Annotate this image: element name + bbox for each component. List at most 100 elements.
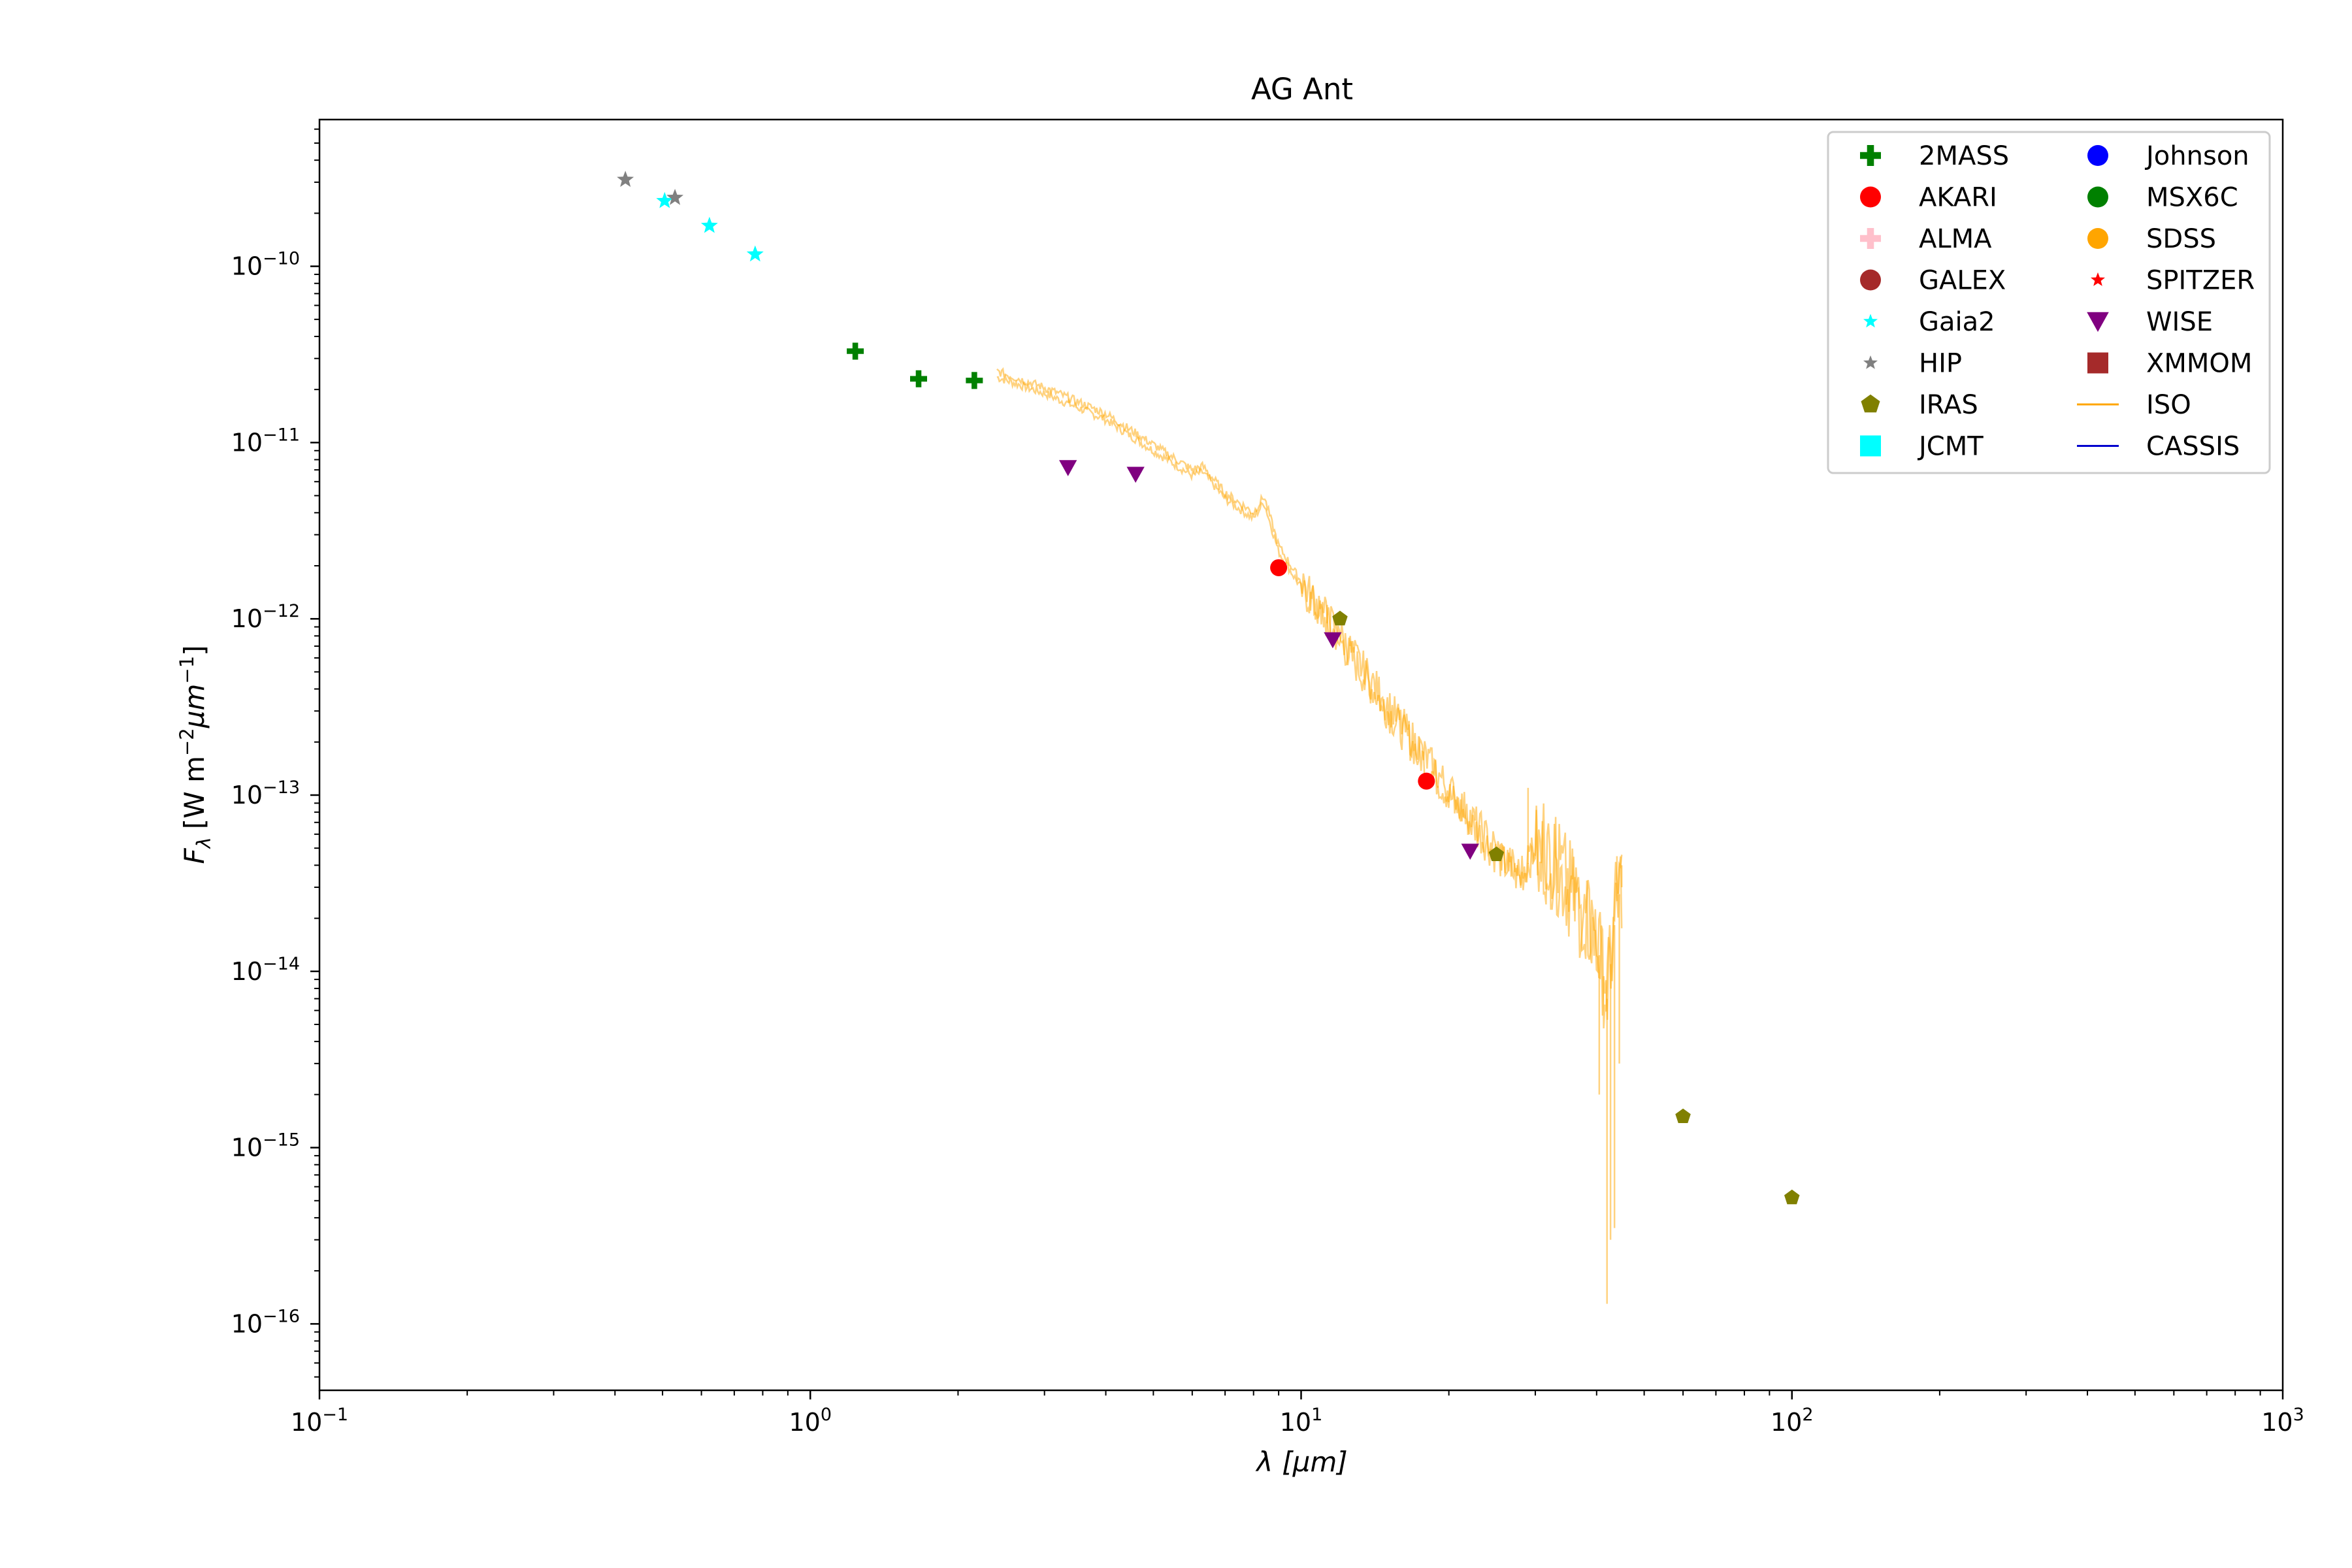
point-2mass — [909, 370, 927, 387]
point-akari — [1418, 772, 1435, 790]
x-tick-label-base: 10 — [1280, 1408, 1311, 1437]
x-axis: 10−1 100 101 102 103 — [291, 1390, 2304, 1437]
point-hip — [617, 171, 634, 188]
x-tick-label-exp: 1 — [1311, 1405, 1322, 1425]
point-iras — [1784, 1189, 1800, 1205]
legend-label-hip: HIP — [1919, 349, 1962, 379]
point-hip — [666, 189, 684, 205]
y-tick-label-base: 10 — [231, 1309, 263, 1338]
x-tick-label-base: 10 — [1771, 1408, 1802, 1437]
x-tick-label-exp: 3 — [2293, 1405, 2304, 1425]
y-tick-label-exp: −13 — [263, 777, 300, 798]
x-tick-label: 102 — [1771, 1405, 1814, 1437]
y-tick-label-exp: −15 — [263, 1130, 300, 1151]
x-axis-label-symbol: λ — [1255, 1446, 1273, 1478]
data-points — [617, 171, 1800, 1205]
y-tick-label: 10−11 — [231, 425, 300, 457]
x-tick-label-exp: −1 — [322, 1405, 348, 1425]
y-tick-label-base: 10 — [231, 604, 263, 633]
legend-label-2mass: 2MASS — [1919, 141, 2009, 171]
y-tick-label-exp: −11 — [263, 425, 300, 445]
point-wise — [1461, 843, 1479, 860]
legend-marker-xmmom — [2087, 352, 2108, 374]
point-wise — [1059, 460, 1077, 476]
x-tick-label-exp: 2 — [1802, 1405, 1813, 1425]
legend: 2MASS AKARI ALMA GALEX Gaia2 HIP IRAS JCMT Johns… — [1827, 131, 2271, 474]
legend-marker-alma — [1860, 228, 1881, 249]
legend-marker-spitzer — [2091, 272, 2105, 286]
y-tick-label: 10−14 — [231, 954, 300, 986]
legend-marker-hip — [1863, 355, 1878, 369]
y-tick-label-exp: −10 — [263, 249, 300, 269]
x-tick-label-base: 10 — [789, 1408, 820, 1437]
legend-label-xmmom: XMMOM — [2146, 349, 2252, 379]
y-tick-label-exp: −14 — [263, 954, 300, 974]
y-tick-label-base: 10 — [231, 957, 263, 986]
legend-marker-akari — [1860, 186, 1881, 208]
y-axis-label-unit-c: ] — [178, 645, 210, 655]
legend-marker-jcmt — [1860, 435, 1881, 457]
y-axis-label-exp-a: −2 — [176, 728, 198, 756]
point-wise — [1324, 632, 1342, 649]
y-axis-label-subscript: λ — [193, 837, 215, 849]
y-axis-label: Fλ [W m−2μm−1] — [176, 645, 215, 864]
legend-marker-sdss — [2087, 228, 2108, 249]
x-axis-label-unit: [μm] — [1282, 1446, 1347, 1478]
iso-spectrum — [996, 367, 1623, 1304]
y-tick-label-base: 10 — [231, 781, 263, 809]
point-2mass — [966, 372, 983, 389]
x-tick-label: 100 — [789, 1405, 832, 1437]
legend-label-iras: IRAS — [1919, 390, 1978, 420]
y-tick-label: 10−12 — [231, 601, 300, 633]
y-tick-label: 10−15 — [231, 1130, 300, 1162]
legend-label-msx6c: MSX6C — [2146, 183, 2238, 213]
y-tick-label-base: 10 — [231, 1134, 263, 1162]
chart-title: AG Ant — [1251, 72, 1353, 106]
y-tick-label-exp: −12 — [263, 601, 300, 621]
x-tick-label: 101 — [1280, 1405, 1323, 1437]
y-axis-label-exp-b: −1 — [176, 656, 198, 684]
point-iras — [1675, 1108, 1691, 1123]
point-wise — [1126, 466, 1145, 483]
y-tick-label-exp: −16 — [263, 1306, 300, 1326]
y-tick-label-base: 10 — [231, 428, 263, 457]
legend-marker-wise — [2087, 312, 2109, 332]
legend-marker-2mass — [1860, 145, 1881, 166]
legend-marker-johnson — [2087, 145, 2108, 166]
point-gaia2 — [700, 216, 718, 233]
legend-label-sdss: SDSS — [2146, 224, 2216, 254]
y-tick-label: 10−16 — [231, 1306, 300, 1338]
legend-label-galex: GALEX — [1919, 266, 2006, 296]
y-tick-label: 10−10 — [231, 249, 300, 281]
legend-label-alma: ALMA — [1919, 224, 1992, 254]
x-tick-label: 103 — [2261, 1405, 2304, 1437]
legend-box — [1827, 131, 2271, 474]
legend-label-wise: WISE — [2146, 307, 2213, 337]
point-iras — [1332, 610, 1348, 626]
point-2mass — [847, 342, 864, 360]
x-tick-label: 10−1 — [291, 1405, 348, 1437]
y-axis-label-unit-a: [W m — [178, 756, 210, 829]
legend-label-johnson: Johnson — [2144, 141, 2249, 171]
iso-trace-2 — [996, 367, 1623, 1021]
x-tick-label-base: 10 — [2261, 1408, 2293, 1437]
y-axis-label-symbol: F — [178, 848, 210, 864]
plot-area — [617, 171, 1800, 1304]
legend-label-iso: ISO — [2146, 390, 2191, 420]
point-akari — [1270, 559, 1288, 576]
x-axis-label: λ [μm] — [1255, 1446, 1347, 1478]
legend-marker-iras — [1861, 394, 1880, 413]
legend-marker-galex — [1860, 269, 1881, 291]
legend-label-gaia2: Gaia2 — [1919, 307, 1995, 337]
point-gaia2 — [746, 245, 764, 262]
legend-marker-gaia2 — [1863, 314, 1878, 328]
legend-label-cassis: CASSIS — [2146, 432, 2240, 462]
point-iras — [1488, 846, 1505, 861]
y-tick-label: 10−13 — [231, 777, 300, 809]
legend-label-spitzer: SPITZER — [2146, 266, 2255, 296]
legend-label-akari: AKARI — [1919, 183, 1997, 213]
legend-label-jcmt: JCMT — [1917, 432, 1984, 462]
point-gaia2 — [656, 191, 674, 208]
